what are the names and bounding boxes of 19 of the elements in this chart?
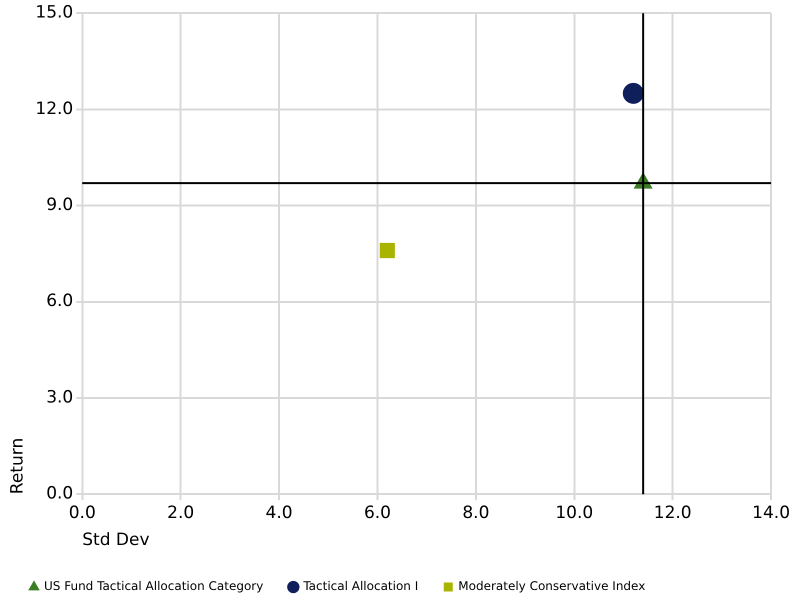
y-tick-label: 3.0 xyxy=(46,387,74,408)
y-tick-label: 12.0 xyxy=(35,98,74,119)
x-tick-label: 6.0 xyxy=(364,502,391,523)
x-axis-title: Std Dev xyxy=(82,530,150,550)
y-tick-label: 9.0 xyxy=(46,195,74,216)
y-tick-label: 6.0 xyxy=(46,291,74,312)
x-tick-label: 12.0 xyxy=(654,502,692,523)
legend-label: Tactical Allocation I xyxy=(302,579,418,594)
y-tick-label: 15.0 xyxy=(35,2,74,23)
legend-label: Moderately Conservative Index xyxy=(458,579,646,594)
x-tick-label: 0.0 xyxy=(68,502,96,523)
x-tick-label: 10.0 xyxy=(555,502,594,523)
x-tick-label: 4.0 xyxy=(266,502,293,523)
y-axis-title: Return xyxy=(8,438,28,494)
x-tick-label: 8.0 xyxy=(462,502,490,523)
x-tick-label: 2.0 xyxy=(167,502,194,523)
legend-label: US Fund Tactical Allocation Category xyxy=(44,579,264,594)
y-tick-label: 0.0 xyxy=(46,484,74,504)
x-tick-label: 14.0 xyxy=(752,502,790,523)
